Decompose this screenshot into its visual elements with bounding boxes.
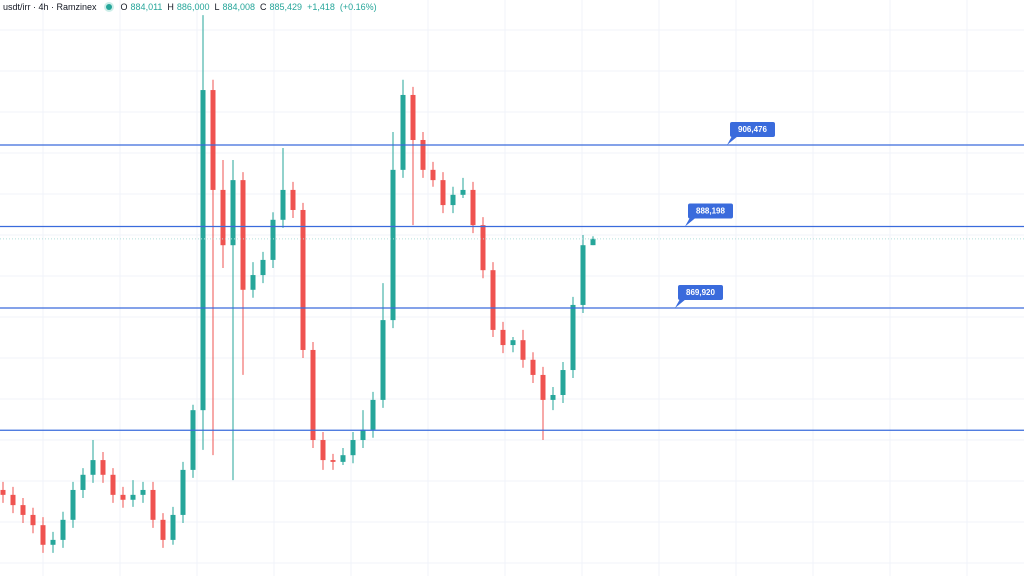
candle-body <box>60 519 66 540</box>
candle-body <box>390 169 396 321</box>
candle-body <box>430 169 436 181</box>
ohlc-value: 885,429 <box>269 2 303 12</box>
candle-body <box>440 180 446 206</box>
ohlc-value: 886,000 <box>176 2 210 12</box>
ohlc-value: 884,011 <box>130 2 163 12</box>
candle-body <box>0 489 6 495</box>
candle-body <box>210 90 216 190</box>
candle-body <box>80 474 86 490</box>
level-label: 906,476 <box>738 125 767 134</box>
candle-body <box>40 525 46 545</box>
candle-body <box>240 180 246 290</box>
candle-body <box>420 139 426 170</box>
candle-body <box>220 189 226 246</box>
candle-body <box>150 489 156 520</box>
level-badge <box>688 203 733 219</box>
level-badge <box>678 284 723 300</box>
candle-body <box>470 189 476 226</box>
candle-body <box>120 494 126 500</box>
candle-body <box>250 275 256 290</box>
candle-body <box>310 349 316 441</box>
candle-body <box>570 304 576 371</box>
ohlc-key: L <box>214 2 220 12</box>
candle-body <box>140 489 146 495</box>
ohlc-key: O <box>120 2 128 12</box>
candle-body <box>330 460 336 462</box>
level-badge <box>730 121 775 137</box>
candle-body <box>490 270 496 330</box>
candle-body <box>130 494 136 500</box>
candle-body <box>230 180 236 246</box>
candle-body <box>380 320 386 400</box>
candle-body <box>480 225 486 271</box>
candle-body <box>300 209 306 350</box>
candle-body <box>50 539 56 545</box>
ohlc-key: H <box>167 2 174 12</box>
ohlc-value: 884,008 <box>222 2 256 12</box>
candle-body <box>180 469 186 515</box>
candle-body <box>530 359 536 375</box>
candle-body <box>500 329 506 346</box>
candle-body <box>160 519 166 540</box>
change: +1,418 <box>307 2 335 12</box>
candle-body <box>10 494 16 506</box>
candle-body <box>340 455 346 462</box>
level-label: 869,920 <box>686 288 715 297</box>
candle-body <box>170 514 176 540</box>
candle-body <box>260 259 266 276</box>
candle-body <box>550 394 556 400</box>
candle-body <box>540 374 546 400</box>
candle-body <box>460 189 466 195</box>
candle-body <box>400 94 406 170</box>
candle-body <box>200 90 206 411</box>
candle-body <box>190 410 196 470</box>
candle-body <box>30 514 36 526</box>
candle-body <box>510 340 516 346</box>
candle-body <box>320 440 326 461</box>
candle-body <box>290 189 296 210</box>
level-pointer <box>685 217 696 227</box>
level-pointer <box>675 298 686 308</box>
legend: usdt/irr · 4h · Ramzinex O 884,011 H 886,00… <box>3 2 379 12</box>
candle-body <box>100 460 106 475</box>
candle-body <box>110 474 116 495</box>
level-label: 888,198 <box>696 207 725 216</box>
level-pointer <box>727 135 738 145</box>
ohlc-key: C <box>260 2 267 12</box>
candle-body <box>410 94 416 140</box>
candle-body <box>580 245 586 305</box>
candle-body <box>350 440 356 456</box>
candle-body <box>560 370 566 395</box>
status-dot <box>105 4 112 10</box>
candle-body <box>270 219 276 260</box>
candle-body <box>520 340 526 360</box>
candle-body <box>450 194 456 206</box>
candle-body <box>70 489 76 520</box>
candle-body <box>280 189 286 220</box>
change-percent: (+0.16%) <box>339 2 377 12</box>
candle-body <box>90 460 96 475</box>
candle-body <box>20 505 26 515</box>
candle-body <box>360 429 366 441</box>
candle-body <box>590 238 596 246</box>
symbol: usdt/irr · 4h · Ramzinex <box>3 2 97 12</box>
candle-body <box>370 399 376 430</box>
